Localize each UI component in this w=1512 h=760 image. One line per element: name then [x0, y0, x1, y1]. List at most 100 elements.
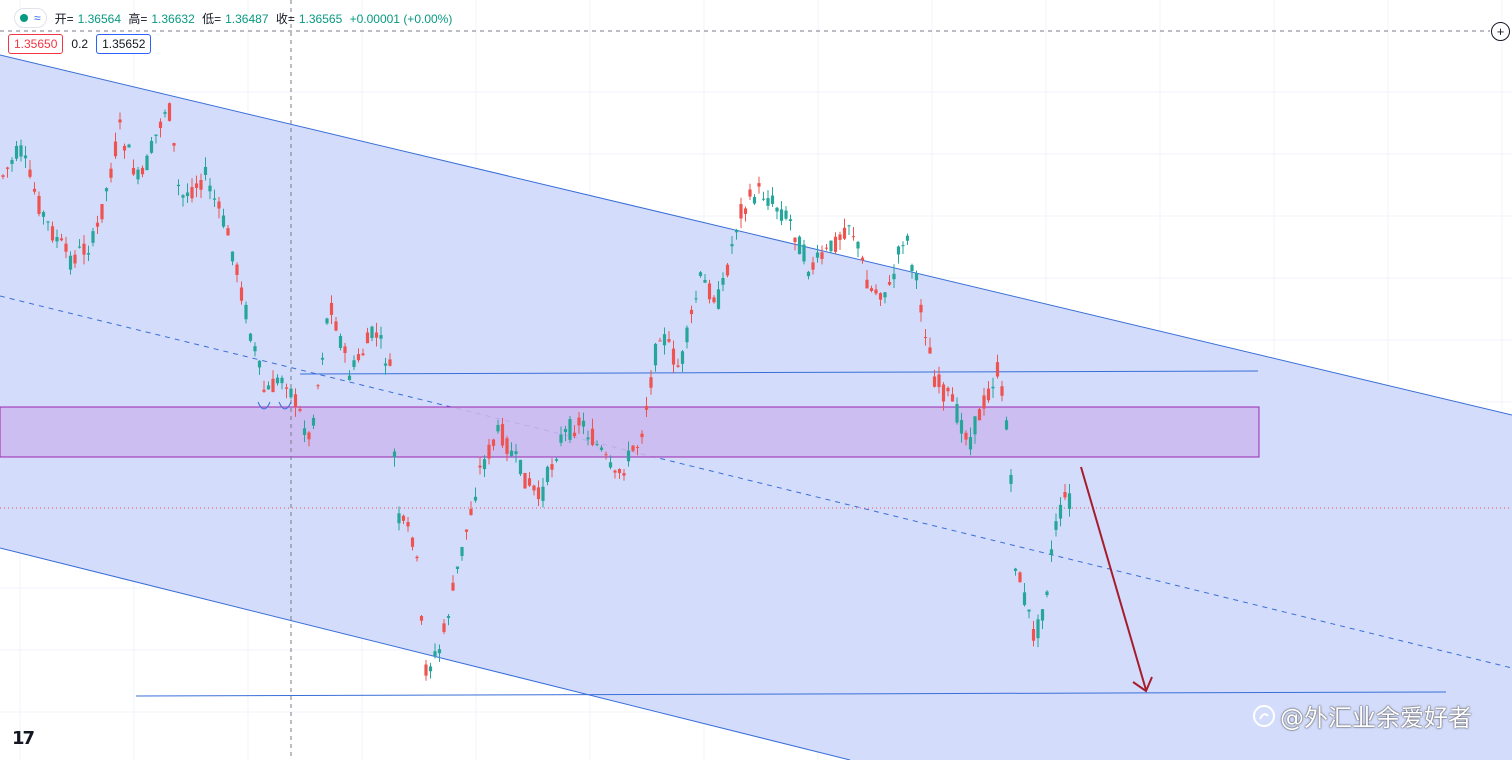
- candle-body: [640, 433, 644, 438]
- tradingview-logo[interactable]: 17: [12, 728, 35, 749]
- candle-body: [914, 273, 919, 281]
- candle-body: [212, 198, 217, 200]
- candle-body: [748, 189, 752, 197]
- candle-body: [401, 515, 406, 521]
- target-arrow[interactable]: [1080, 466, 1153, 693]
- candle-body: [487, 444, 491, 459]
- candle-body: [973, 416, 977, 435]
- candle-body: [37, 195, 41, 214]
- candle-body: [608, 462, 613, 468]
- candle-body: [167, 103, 172, 121]
- support-line[interactable]: [135, 691, 1447, 697]
- candle-body: [500, 424, 505, 446]
- watermark-text: @外汇业余爱好者: [1280, 704, 1472, 732]
- candle-body: [874, 289, 878, 294]
- low-value: 1.36487: [225, 11, 269, 26]
- sell-price-button[interactable]: 1.35650: [8, 34, 64, 54]
- candle-body: [716, 289, 721, 309]
- candle-body: [253, 346, 257, 352]
- candle-body: [698, 272, 703, 276]
- candle-body: [1013, 568, 1018, 571]
- candle-body: [829, 240, 833, 252]
- candle-body: [158, 121, 163, 129]
- candle-body: [649, 377, 653, 388]
- candle-body: [293, 394, 298, 408]
- double-bottom-marks: [257, 401, 292, 410]
- candle-body: [82, 243, 86, 255]
- add-icon[interactable]: +: [1491, 22, 1510, 41]
- candle-body: [680, 351, 685, 364]
- candle-body: [140, 167, 145, 175]
- candle-body: [815, 252, 820, 258]
- candle-body: [199, 179, 203, 190]
- candle-body: [793, 237, 797, 242]
- candle-body: [1036, 619, 1040, 639]
- candle-body: [550, 464, 554, 470]
- candle-body: [514, 451, 518, 454]
- candle-body: [145, 155, 149, 171]
- candle-body: [325, 318, 329, 324]
- candle-body: [527, 478, 532, 486]
- candle-body: [1040, 609, 1045, 621]
- symbol-status-pill[interactable]: ≈: [14, 8, 47, 28]
- close-value: 1.36565: [298, 11, 343, 26]
- candle-body: [950, 394, 955, 402]
- candle-body: [491, 439, 496, 446]
- candle-body: [289, 388, 293, 398]
- candle-body: [662, 334, 667, 346]
- candle-body: [32, 188, 37, 192]
- candle-body: [689, 309, 694, 315]
- candle-body: [743, 208, 748, 214]
- candle-body: [905, 235, 910, 241]
- candle-body: [685, 327, 689, 343]
- candle-body: [176, 184, 181, 187]
- candle-body: [464, 529, 469, 532]
- candle-body: [14, 145, 19, 159]
- candle-body: [64, 243, 68, 252]
- channel-upper-line[interactable]: [0, 54, 1512, 416]
- candle-body: [626, 450, 631, 462]
- candle-body: [127, 144, 131, 148]
- candle-body: [842, 227, 847, 239]
- candle-body: [878, 293, 883, 300]
- candle-body: [221, 215, 226, 227]
- candle-body: [604, 454, 608, 456]
- candle-body: [770, 195, 775, 204]
- open-label: 开=: [54, 11, 74, 26]
- candle-body: [442, 623, 446, 632]
- candle-body: [91, 231, 95, 243]
- candle-body: [788, 219, 793, 222]
- candle-body: [937, 374, 941, 388]
- candle-body: [518, 459, 523, 475]
- candle-body: [572, 432, 577, 437]
- candle-body: [50, 226, 55, 241]
- candle-body: [883, 292, 887, 298]
- candle-body: [19, 145, 23, 157]
- candle-body: [248, 333, 253, 341]
- candle-body: [928, 347, 932, 354]
- candle-body: [536, 487, 541, 500]
- resistance-line[interactable]: [299, 370, 1259, 375]
- candle-body: [982, 395, 986, 409]
- candle-body: [311, 417, 316, 426]
- candle-body: [388, 359, 392, 366]
- buy-price-button[interactable]: 1.35652: [96, 34, 152, 54]
- candle-body: [919, 304, 923, 313]
- candle-body: [419, 615, 424, 621]
- candle-body: [217, 201, 221, 209]
- candle-body: [1031, 629, 1036, 641]
- candle-body: [433, 651, 437, 656]
- candle-body: [1049, 549, 1054, 555]
- candle-body: [1022, 592, 1027, 606]
- candle-body: [779, 209, 784, 221]
- candle-body: [59, 238, 64, 241]
- candle-body: [617, 469, 622, 474]
- candle-body: [365, 332, 370, 344]
- candle-body: [266, 385, 271, 390]
- supply-demand-zone[interactable]: [0, 406, 1260, 458]
- candle-body: [986, 388, 991, 401]
- channel-lower-line[interactable]: [0, 547, 851, 760]
- candle-body: [392, 451, 397, 458]
- candle-body: [374, 332, 379, 338]
